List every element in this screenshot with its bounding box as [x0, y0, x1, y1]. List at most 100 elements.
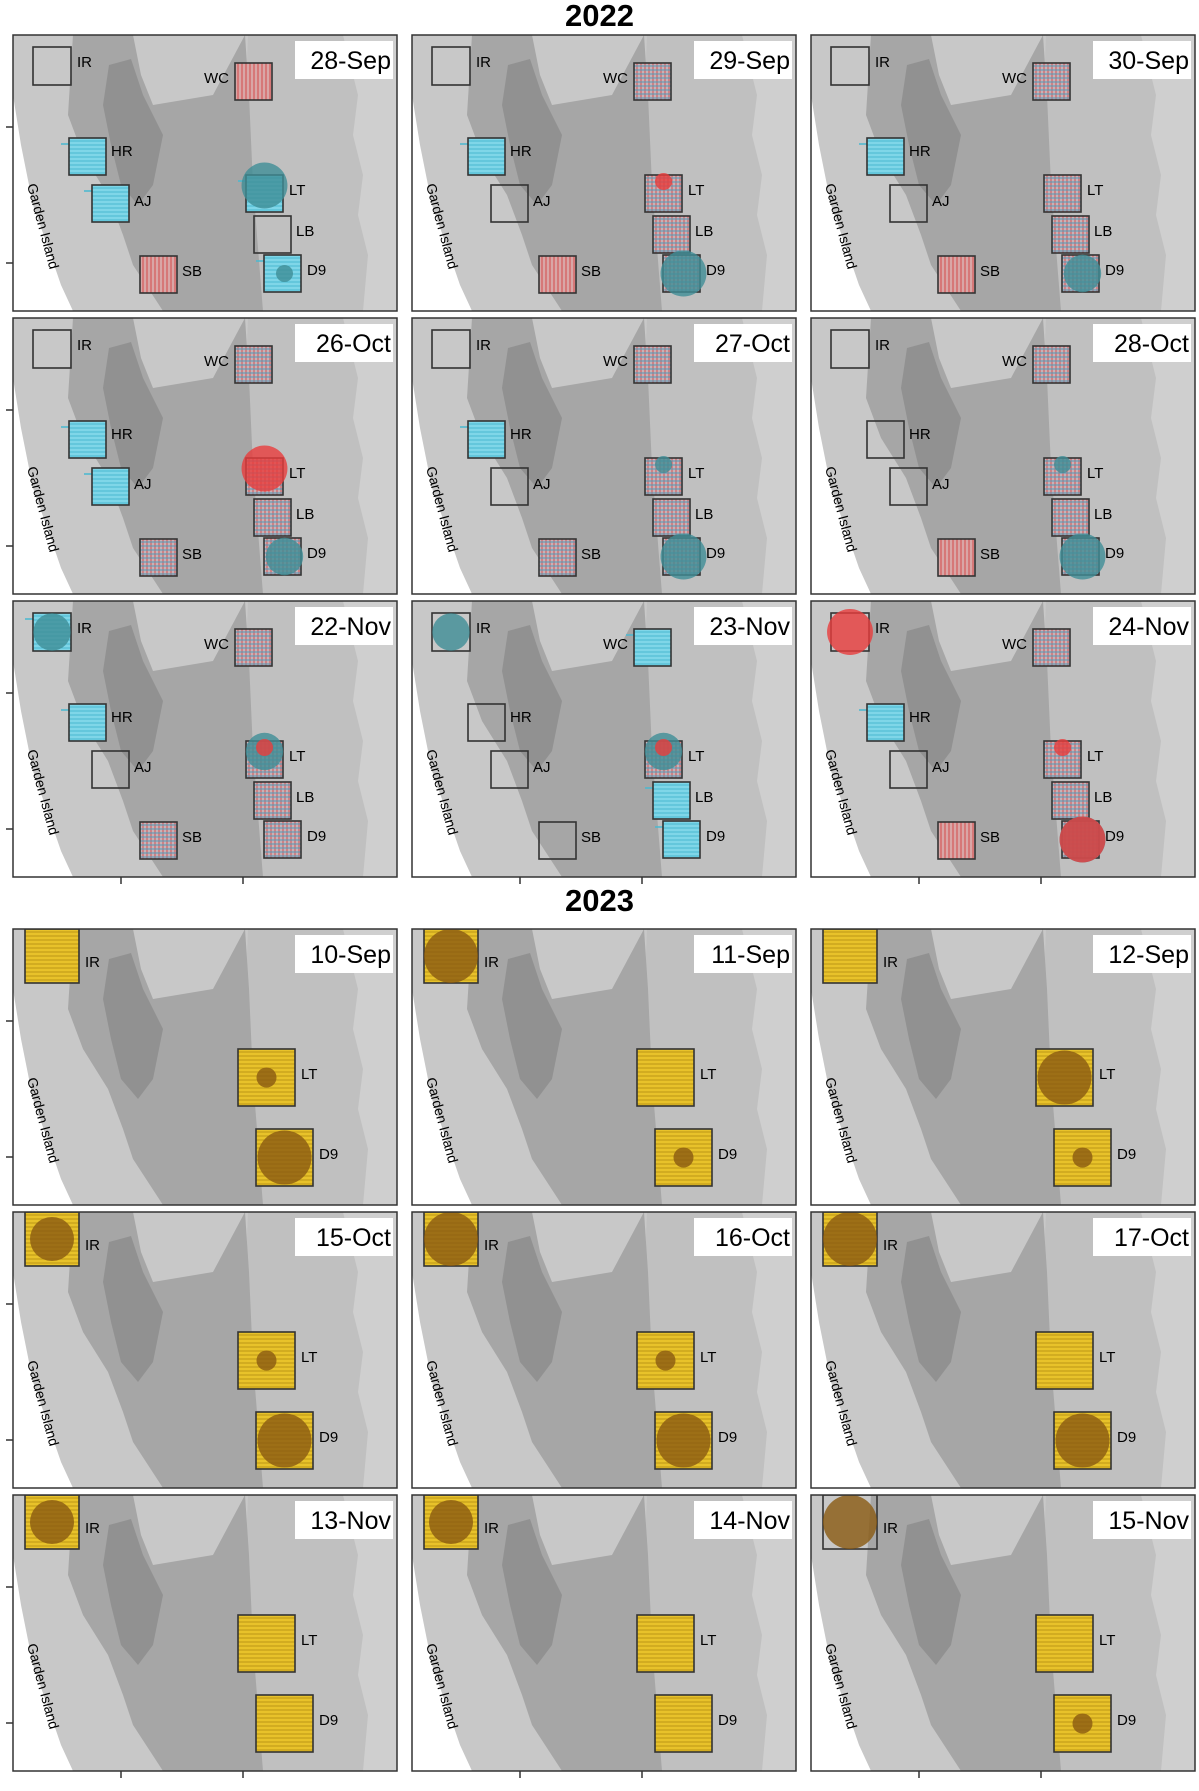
land-garden-island: [811, 1555, 871, 1771]
map-background: Garden Island: [811, 1495, 1195, 1771]
site-label-IR: IR: [85, 954, 100, 971]
land-garden-island: [412, 95, 472, 311]
site-SB: SB: [538, 538, 601, 577]
site-AJ: AJ: [889, 467, 950, 506]
map-background: Garden Island: [13, 1212, 397, 1488]
site-WC: WC: [603, 345, 672, 384]
land-garden-island: [811, 989, 871, 1205]
site-AJ: AJ: [490, 750, 551, 789]
site-label-AJ: AJ: [134, 759, 152, 776]
site-label-D9: D9: [718, 1146, 737, 1163]
detection-circle-LT: [1054, 739, 1071, 756]
land-garden-island: [412, 1555, 472, 1771]
detection-circles: [256, 1067, 312, 1185]
date-label-box: [1093, 41, 1191, 79]
panel-date-label: 12-Sep: [1108, 941, 1189, 969]
site-label-LB: LB: [1094, 223, 1112, 240]
site-label-IR: IR: [875, 54, 890, 71]
detection-circles: [241, 162, 293, 282]
site-LB: LB: [1051, 781, 1112, 820]
detection-circle-LT: [241, 445, 288, 492]
detection-circles: [823, 1495, 1093, 1734]
site-LB: LB: [652, 498, 713, 537]
site-markers: IR WC HR LT AJ LB SB D9: [431, 612, 725, 860]
site-label-LT: LT: [700, 1349, 716, 1366]
site-D9: D9: [655, 820, 725, 859]
site-label-LT: LT: [289, 465, 305, 482]
site-IR: IR: [24, 929, 100, 984]
site-label-HR: HR: [909, 709, 931, 726]
site-WC: WC: [1002, 628, 1071, 667]
land-garden-island: [13, 378, 73, 594]
site-LT: LT: [1035, 1614, 1115, 1673]
site-HR: HR: [61, 420, 133, 459]
site-WC: WC: [1002, 345, 1071, 384]
site-label-LT: LT: [688, 182, 704, 199]
map-background: Garden Island: [811, 1212, 1195, 1488]
land-garden-island: [412, 378, 472, 594]
panel-date-label: 28-Oct: [1114, 330, 1189, 358]
site-D9: D9: [654, 1694, 737, 1753]
detection-circles: [823, 1212, 1110, 1468]
detection-circle-LT: [256, 739, 273, 756]
site-label-SB: SB: [980, 546, 1000, 563]
date-label-box: [1093, 1501, 1191, 1539]
site-label-AJ: AJ: [932, 759, 950, 776]
site-SB: SB: [538, 255, 601, 294]
date-label-box: [694, 1501, 792, 1539]
site-WC: WC: [204, 628, 273, 667]
site-label-LT: LT: [301, 1632, 317, 1649]
site-label-LT: LT: [289, 748, 305, 765]
panel-date-label: 23-Nov: [709, 613, 790, 641]
site-label-IR: IR: [883, 954, 898, 971]
site-IR: IR: [431, 329, 491, 369]
site-LT: LT: [636, 1331, 716, 1390]
site-label-LT: LT: [1099, 1349, 1115, 1366]
site-label-IR: IR: [476, 54, 491, 71]
detection-circles: [1037, 1050, 1093, 1168]
site-label-D9: D9: [319, 1429, 338, 1446]
map-background: Garden Island: [811, 929, 1195, 1205]
panel-frame: [12, 600, 398, 878]
land-garden-island: [811, 378, 871, 594]
detection-circle-IR: [827, 609, 873, 655]
site-label-SB: SB: [182, 546, 202, 563]
site-LB: LB: [253, 215, 314, 254]
site-label-WC: WC: [204, 353, 229, 370]
land-garden-island: [13, 1272, 73, 1488]
site-label-AJ: AJ: [533, 476, 551, 493]
panel-date-label: 15-Nov: [1108, 1507, 1189, 1535]
site-label-AJ: AJ: [533, 193, 551, 210]
panel-frame: [12, 1211, 398, 1489]
panel-date-label: 13-Nov: [310, 1507, 391, 1535]
site-LB: LB: [645, 781, 713, 820]
detection-circle-LT: [256, 1067, 277, 1088]
land-garden-island: [13, 1555, 73, 1771]
map-background: Garden Island: [412, 1495, 796, 1771]
site-label-AJ: AJ: [134, 193, 152, 210]
site-label-D9: D9: [1117, 1712, 1136, 1729]
site-label-LT: LT: [301, 1349, 317, 1366]
panel-frame: [810, 1494, 1196, 1772]
site-WC: WC: [1002, 62, 1071, 101]
year-heading-2022: 2022: [565, 0, 634, 33]
site-label-D9: D9: [706, 545, 725, 562]
site-IR: IR: [822, 929, 898, 984]
site-label-D9: D9: [319, 1712, 338, 1729]
site-label-IR: IR: [484, 954, 499, 971]
site-SB: SB: [139, 821, 202, 860]
panel-date-label: 30-Sep: [1108, 47, 1189, 75]
site-label-SB: SB: [182, 829, 202, 846]
site-label-WC: WC: [204, 636, 229, 653]
site-IR: IR: [830, 46, 890, 86]
panel-frame: [810, 317, 1196, 595]
detection-circle-LT: [655, 1350, 676, 1371]
site-label-D9: D9: [307, 545, 326, 562]
